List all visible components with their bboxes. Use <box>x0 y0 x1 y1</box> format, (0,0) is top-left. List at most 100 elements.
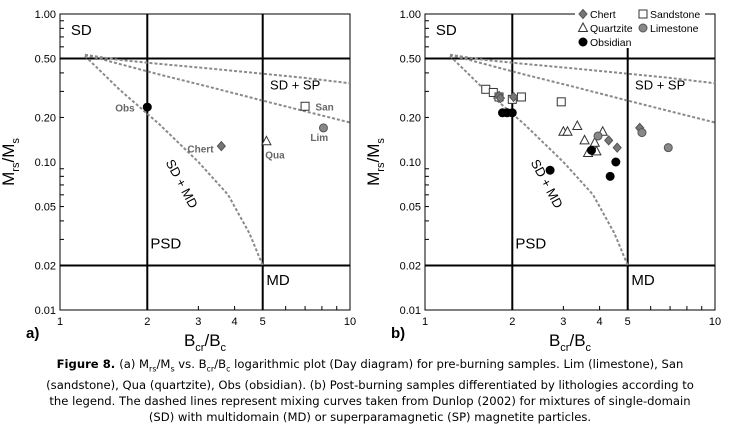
y-tick-label: 0.50 <box>35 54 56 66</box>
series-quartzite: Qua <box>261 135 285 162</box>
limestone-point <box>318 123 328 133</box>
chert-point <box>508 91 519 103</box>
obsidian-point <box>611 157 621 167</box>
x-tick-label: 1 <box>57 316 63 328</box>
legend-marker-chert <box>578 8 588 20</box>
y-axis-title: Mrs/Ms <box>364 138 387 186</box>
chart-panel-a: 1 2 3 4 5 10 1.00 0.50 0.20 0.10 0.05 0.02 0.01 Bcr/B… <box>0 9 356 354</box>
point-label: Chert <box>187 145 214 156</box>
region-label-md: MD <box>266 272 289 289</box>
series-chert <box>494 90 645 153</box>
obsidian-point <box>545 165 555 175</box>
y-tick-label: 1.00 <box>400 9 421 21</box>
mixing-curve-sd-sp-upper <box>84 53 351 85</box>
y-tick-label: 0.50 <box>400 54 421 66</box>
y-tick-label: 0.01 <box>400 305 421 317</box>
series-chert: Chert <box>187 140 226 156</box>
legend-marker-quartzite <box>577 21 589 32</box>
series-obsidian: Obs <box>115 102 152 115</box>
legend-marker-obsidian <box>578 37 588 47</box>
obsidian-point <box>586 145 596 155</box>
day-diagram-figure: 1 2 3 4 5 10 1.00 0.50 0.20 0.10 0.05 0.02 0.01 Bcr/B… <box>0 6 722 354</box>
y-tick-label: 0.20 <box>400 112 421 124</box>
legend-label-sandstone: Sandstone <box>650 9 700 21</box>
region-label-sd-md: SD + MD <box>163 157 201 211</box>
y-tick-label: 0.02 <box>400 260 421 272</box>
sandstone-point <box>556 97 566 107</box>
point-label: San <box>315 102 333 113</box>
x-axis-title: Bcr/Bc <box>549 331 592 354</box>
legend-marker-limestone <box>638 23 648 33</box>
caption-line: the legend. The dashed lines represent m… <box>49 394 691 409</box>
legend-label-quartzite: Quartzite <box>590 23 633 35</box>
x-tick-label: 4 <box>232 316 238 328</box>
x-tick-label: 5 <box>260 316 266 328</box>
caption-figure-label: Figure 8. <box>56 357 120 371</box>
y-tick-label: 0.10 <box>35 157 56 169</box>
obsidian-point <box>142 102 152 112</box>
region-label-psd: PSD <box>150 236 181 253</box>
chert-point <box>612 142 622 153</box>
series-sandstone: San <box>300 101 334 113</box>
legend-label-obsidian: Obsidian <box>590 37 632 49</box>
y-tick-label: 0.01 <box>35 305 56 317</box>
limestone-point <box>637 128 647 138</box>
y-axis-title: Mrs/Ms <box>0 138 22 186</box>
caption-line: (SD) with multidomain (MD) or superparam… <box>148 410 592 425</box>
y-tick-label: 0.05 <box>400 202 421 214</box>
axis-minor-ticks <box>60 20 338 310</box>
figure-caption: Figure 8. (a) Mrs/Ms vs. Bcr/Bc logarith… <box>4 356 736 425</box>
limestone-point <box>663 143 673 153</box>
domain-boundaries <box>60 14 350 310</box>
legend-label-limestone: Limestone <box>650 23 699 35</box>
y-tick-label: 0.02 <box>35 260 56 272</box>
series-limestone <box>593 128 673 153</box>
obsidian-point <box>605 171 615 181</box>
x-tick-label: 5 <box>625 316 631 328</box>
quartzite-point <box>562 125 573 136</box>
legend-marker-sandstone <box>638 9 648 19</box>
x-axis-title: Bcr/Bc <box>184 331 227 354</box>
quartzite-point <box>589 136 601 147</box>
domain-boundaries <box>425 14 715 310</box>
x-tick-label: 2 <box>509 316 515 328</box>
x-tick-label: 10 <box>709 316 721 328</box>
series-sandstone <box>481 84 566 107</box>
mixing-curve-sd-sp-upper <box>449 53 716 85</box>
series-limestone: Lim <box>310 123 328 144</box>
mixing-curve-sd-sp-lower <box>84 53 351 124</box>
plot-frame <box>424 13 716 311</box>
sandstone-point <box>516 92 526 102</box>
region-label-sd: SD <box>71 22 92 39</box>
region-label-md: MD <box>631 272 654 289</box>
caption-line: (sandstone), Qua (quartzite), Obs (obsid… <box>46 378 694 393</box>
caption-line: Figure 8. (a) Mrs/Ms vs. Bcr/Bc logarith… <box>56 357 684 374</box>
sandstone-point <box>481 84 491 94</box>
point-label: Qua <box>265 151 285 162</box>
x-tick-label: 2 <box>144 316 150 328</box>
point-label: Obs <box>115 104 135 115</box>
legend: Chert Sandstone Quartzite Limestone Obsidian <box>575 6 705 49</box>
region-label-psd: PSD <box>515 236 546 253</box>
y-tick-label: 0.05 <box>35 202 56 214</box>
region-label-sd-sp: SD + SP <box>635 77 685 92</box>
y-tick-label: 0.20 <box>35 112 56 124</box>
y-tick-label: 0.10 <box>400 157 421 169</box>
legend-label-chert: Chert <box>590 9 616 21</box>
mixing-curve-sd-md <box>84 55 264 266</box>
x-tick-label: 3 <box>560 316 566 328</box>
chart-panel-b: 1 2 3 4 5 10 1.00 0.50 0.20 0.10 0.05 0.02 0.01 Bcr/B… <box>364 6 721 354</box>
panel-label: a) <box>26 325 39 342</box>
panel-label: b) <box>391 325 405 342</box>
chert-point <box>604 135 614 146</box>
x-tick-label: 1 <box>422 316 428 328</box>
x-tick-label: 10 <box>344 316 356 328</box>
x-tick-label: 4 <box>597 316 603 328</box>
quartzite-point <box>261 135 272 146</box>
region-label-sd: SD <box>436 22 457 39</box>
obsidian-point <box>507 108 517 118</box>
mixing-curve-sd-sp-lower <box>449 53 716 124</box>
point-label: Lim <box>310 133 328 144</box>
region-label-sd-md: SD + MD <box>528 157 566 211</box>
quartzite-point <box>571 119 583 131</box>
